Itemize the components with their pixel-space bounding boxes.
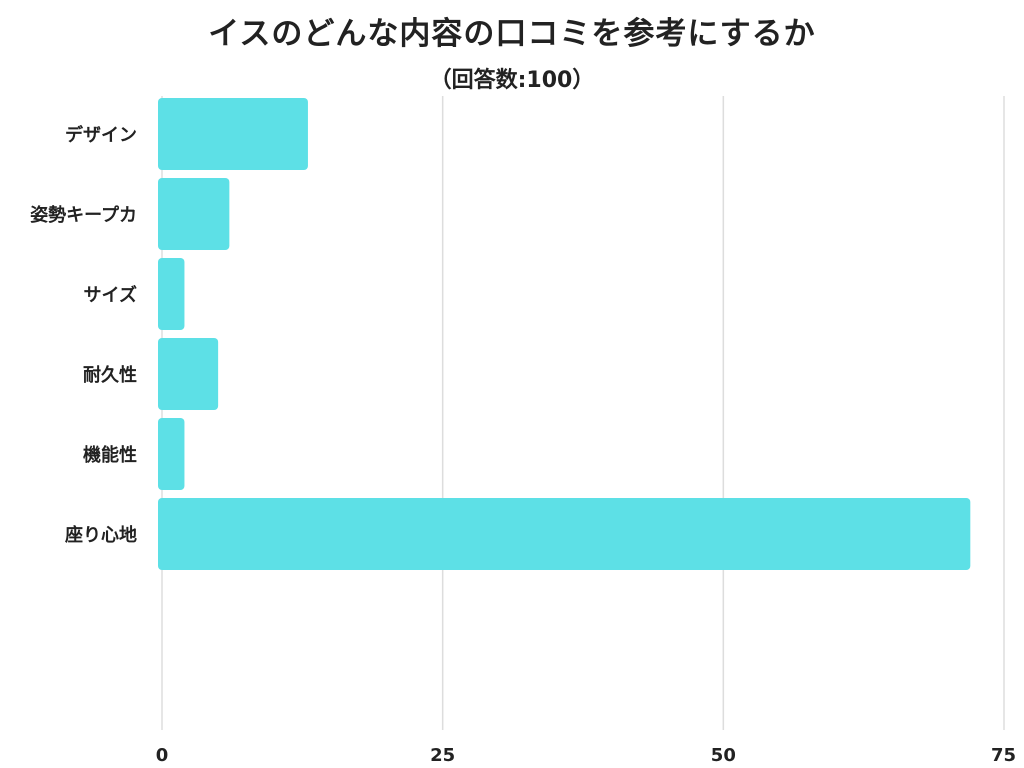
x-tick-label: 75 <box>991 745 1016 766</box>
category-label: サイズ <box>84 284 137 306</box>
bar <box>158 338 219 410</box>
category-label: 機能性 <box>83 444 137 466</box>
chart-subtitle: （回答数:100） <box>429 68 595 93</box>
x-tick-label: 50 <box>711 745 736 766</box>
bar <box>158 258 185 330</box>
bar <box>158 98 308 170</box>
x-tick-labels: 0 25 50 75 <box>156 745 1016 766</box>
x-tick-label: 25 <box>430 745 455 766</box>
category-label: 座り心地 <box>65 524 137 546</box>
category-label: デザイン <box>65 124 137 146</box>
grid-lines <box>161 96 1005 730</box>
bar <box>158 178 230 250</box>
category-label: 耐久性 <box>83 364 137 386</box>
bar <box>158 498 971 570</box>
bars <box>158 98 971 570</box>
bar <box>158 418 185 490</box>
x-tick-label: 0 <box>156 745 169 766</box>
chart-title: イスのどんな内容の口コミを参考にするか <box>208 16 816 52</box>
category-label: 姿勢キープカ <box>30 204 137 226</box>
